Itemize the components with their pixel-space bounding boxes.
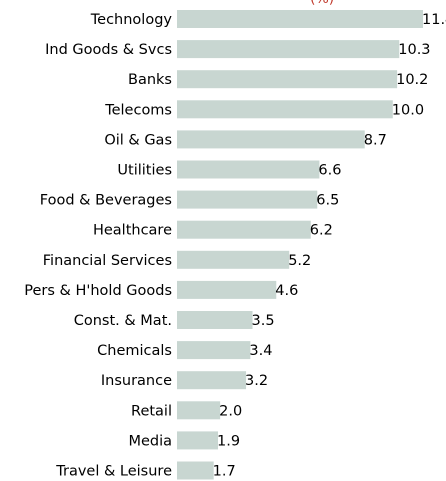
bar — [177, 100, 393, 119]
bar — [177, 341, 251, 360]
bar — [177, 130, 365, 149]
category-label: Travel & Leisure — [55, 464, 172, 480]
data-label: 6.2 — [310, 223, 333, 239]
bar — [177, 280, 277, 299]
data-label: 3.2 — [245, 373, 268, 389]
data-label: 3.5 — [252, 313, 275, 329]
bar — [177, 160, 320, 179]
bar — [177, 250, 290, 269]
category-label: Insurance — [101, 373, 172, 389]
category-label: Chemicals — [97, 343, 172, 359]
category-label: Pers & H'hold Goods — [24, 283, 172, 299]
bar — [177, 401, 221, 420]
category-label: Ind Goods & Svcs — [45, 42, 172, 58]
data-label: 10.3 — [398, 42, 430, 58]
category-label: Const. & Mat. — [74, 313, 172, 329]
category-label: Retail — [131, 403, 172, 419]
category-label: Oil & Gas — [104, 132, 172, 148]
data-label: 2.0 — [219, 403, 242, 419]
bar — [177, 190, 318, 209]
category-label: Technology — [90, 12, 173, 28]
bar — [177, 40, 400, 59]
data-label: 6.6 — [318, 163, 341, 179]
data-label: 5.2 — [288, 253, 311, 269]
bar — [177, 10, 423, 28]
category-label: Healthcare — [93, 223, 172, 239]
data-label: 10.2 — [396, 72, 428, 88]
category-label: Food & Beverages — [40, 193, 172, 209]
category-label: Financial Services — [43, 253, 172, 269]
data-label: 6.5 — [316, 193, 339, 209]
bar — [177, 70, 398, 89]
data-label: 8.7 — [364, 132, 387, 148]
bar — [177, 431, 218, 450]
header-fragment: (%) — [310, 0, 334, 7]
category-label: Media — [128, 433, 172, 449]
data-label: 3.4 — [249, 343, 272, 359]
bar — [177, 461, 214, 480]
category-label: Utilities — [117, 163, 172, 179]
data-label: 4.6 — [275, 283, 298, 299]
bar — [177, 311, 253, 329]
data-label: 11.4 — [422, 12, 446, 28]
bar — [177, 220, 311, 239]
category-label: Telecoms — [104, 102, 172, 118]
bar — [177, 371, 247, 390]
data-label: 1.7 — [213, 464, 236, 480]
data-label: 1.9 — [217, 433, 240, 449]
category-label: Banks — [128, 72, 172, 88]
data-label: 10.0 — [392, 102, 424, 118]
